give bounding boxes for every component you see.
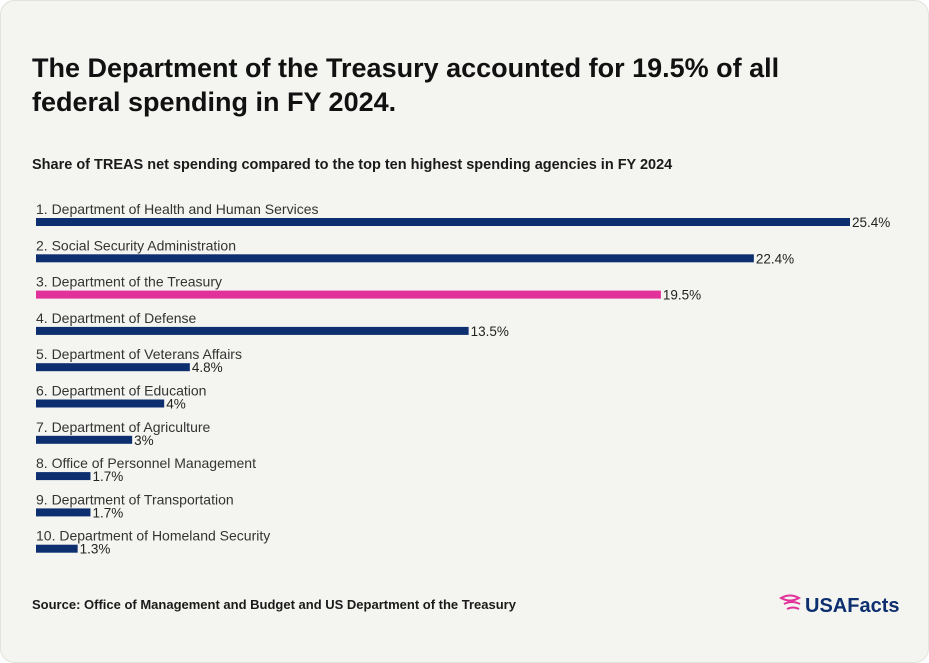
value-label: 22.4% — [756, 251, 794, 266]
chart-subtitle: Share of TREAS net spending compared to … — [32, 157, 672, 173]
bar — [36, 218, 850, 226]
category-label: 3. Department of the Treasury — [36, 274, 222, 290]
value-label: 13.5% — [471, 324, 509, 339]
bar — [36, 290, 661, 299]
bar — [36, 363, 190, 372]
source: Source: Office of Management and Budget … — [32, 597, 517, 612]
bar — [36, 326, 469, 335]
value-label: 4% — [166, 397, 186, 412]
bar — [36, 435, 133, 444]
category-label: 6. Department of Education — [36, 383, 206, 399]
category-label: 7. Department of Agriculture — [36, 419, 211, 435]
bar — [36, 254, 754, 263]
bar — [36, 544, 78, 553]
value-label: 1.7% — [92, 469, 123, 484]
category-label: 5. Department of Veterans Affairs — [36, 346, 242, 362]
logo-icon — [778, 594, 802, 610]
value-label: 1.7% — [92, 505, 123, 520]
value-label: 4.8% — [192, 360, 223, 375]
value-label: 19.5% — [663, 288, 701, 303]
bar — [36, 399, 165, 408]
category-label: 2. Social Security Administration — [36, 237, 236, 253]
category-label: 1. Department of Health and Human Servic… — [36, 201, 318, 217]
chart-title: The Department of the Treasury accounted… — [32, 53, 779, 117]
category-label: 8. Office of Personnel Management — [36, 455, 256, 471]
bar — [36, 508, 91, 517]
category-label: 9. Department of Transportation — [36, 491, 234, 507]
value-label: 1.3% — [80, 542, 111, 557]
category-label: 4. Department of Defense — [36, 310, 197, 326]
logo-text: USAFacts — [805, 595, 899, 617]
value-label: 25.4% — [852, 215, 890, 230]
value-label: 3% — [134, 433, 154, 448]
category-label: 10. Department of Homeland Security — [36, 528, 270, 544]
bar — [36, 472, 91, 481]
